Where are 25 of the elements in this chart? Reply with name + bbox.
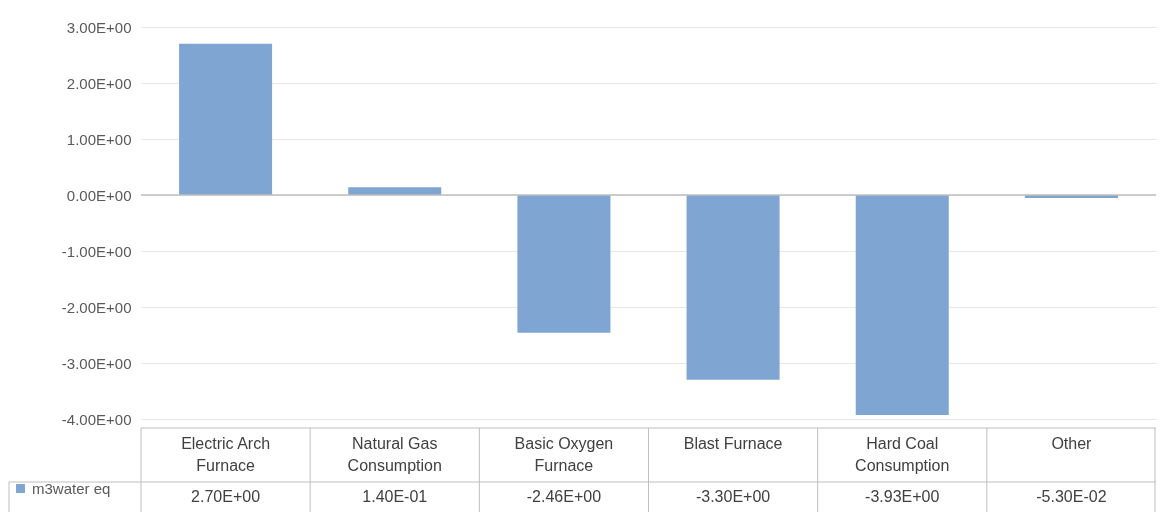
data-label: -3.30E+00 bbox=[695, 488, 771, 505]
y-tick-label: 1.00E+00 bbox=[66, 130, 132, 148]
x-tick-label: Electric Arch Furnace bbox=[181, 435, 271, 474]
x-tick-label: Natural Gas Consumption bbox=[347, 435, 442, 474]
y-tick-label: -3.00E+00 bbox=[61, 354, 132, 372]
x-tick-label: Basic Oxygen Furnace bbox=[514, 435, 614, 474]
data-label: -2.46E+00 bbox=[526, 488, 602, 505]
bar bbox=[179, 43, 273, 195]
data-label: -5.30E-02 bbox=[1036, 488, 1107, 505]
x-tick-label: Blast Furnace bbox=[683, 435, 783, 452]
y-tick-label: 3.00E+00 bbox=[66, 18, 132, 36]
x-tick-label: Hard Coal Consumption bbox=[855, 435, 950, 474]
y-tick-label: -1.00E+00 bbox=[61, 242, 132, 260]
y-tick-label: 2.00E+00 bbox=[66, 74, 132, 92]
x-tick-label: Other bbox=[1051, 435, 1093, 452]
bar bbox=[517, 195, 611, 333]
y-tick-label: 0.00E+00 bbox=[66, 186, 132, 204]
y-tick-label: -2.00E+00 bbox=[61, 298, 132, 316]
legend-label: m3water eq bbox=[32, 479, 111, 497]
data-label: -3.93E+00 bbox=[865, 488, 940, 505]
data-label: 2.70E+00 bbox=[191, 488, 261, 505]
y-tick-label: -4.00E+00 bbox=[61, 410, 132, 428]
data-label: 1.40E-01 bbox=[362, 488, 428, 505]
bar bbox=[855, 195, 949, 416]
bar bbox=[686, 195, 780, 380]
